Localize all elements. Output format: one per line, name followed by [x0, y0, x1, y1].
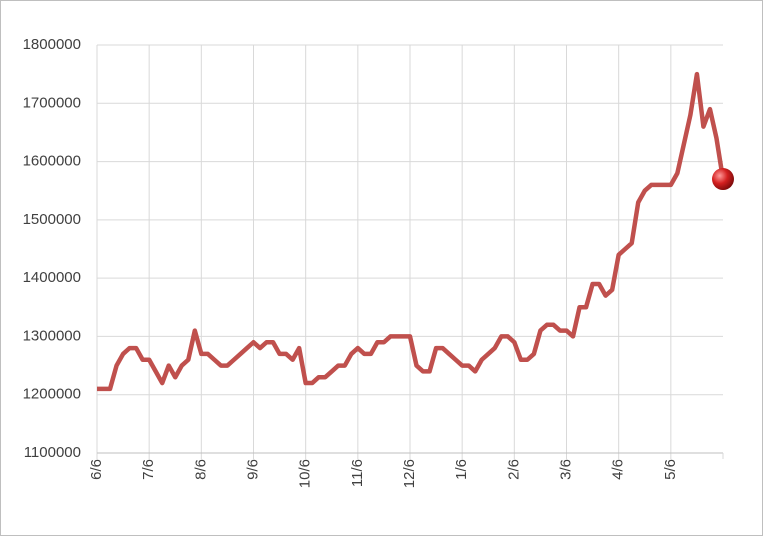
x-tick-label: 12/6 [401, 459, 418, 488]
y-tick-label: 1800000 [23, 36, 81, 53]
x-tick-label: 1/6 [453, 459, 470, 480]
y-tick-label: 1600000 [23, 153, 81, 170]
y-tick-label: 1200000 [23, 386, 81, 403]
x-tick-label: 3/6 [557, 459, 574, 480]
y-tick-label: 1500000 [23, 211, 81, 228]
y-tick-label: 1400000 [23, 269, 81, 286]
series-line [97, 71, 726, 392]
x-tick-label: 10/6 [297, 459, 314, 488]
y-tick-label: 1700000 [23, 94, 81, 111]
end-marker [712, 168, 734, 191]
x-tick-label: 8/6 [192, 459, 209, 480]
x-tick-label: 6/6 [88, 459, 105, 480]
x-tick-label: 9/6 [244, 459, 261, 480]
y-tick-label: 1100000 [24, 444, 81, 461]
x-tick-label: 4/6 [610, 459, 627, 480]
y-tick-label: 1300000 [23, 327, 81, 344]
x-tick-label: 11/6 [349, 459, 366, 487]
x-tick-label: 5/6 [662, 459, 679, 480]
x-tick-label: 7/6 [140, 459, 157, 480]
x-tick-label: 2/6 [505, 459, 522, 480]
